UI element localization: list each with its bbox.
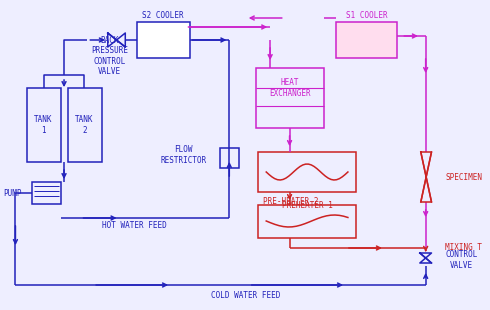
Text: PUMP: PUMP bbox=[3, 188, 21, 197]
Bar bbox=[27, 88, 61, 162]
Bar bbox=[258, 205, 356, 238]
Text: S1 COOLER: S1 COOLER bbox=[345, 11, 387, 20]
Text: TANK
1: TANK 1 bbox=[34, 115, 53, 135]
Text: FLOW
RESTRICTOR: FLOW RESTRICTOR bbox=[161, 145, 207, 165]
Bar bbox=[32, 182, 61, 204]
Bar bbox=[258, 152, 356, 192]
Text: TANK
2: TANK 2 bbox=[75, 115, 94, 135]
Text: CONTROL
VALVE: CONTROL VALVE bbox=[445, 250, 477, 270]
Text: MIXING T: MIXING T bbox=[445, 243, 482, 253]
Text: COLD WATER FEED: COLD WATER FEED bbox=[211, 291, 280, 300]
Text: BACK
PRESSURE
CONTROL
VALVE: BACK PRESSURE CONTROL VALVE bbox=[91, 36, 128, 76]
Text: HOT WATER FEED: HOT WATER FEED bbox=[101, 222, 167, 231]
Text: SPECIMEN: SPECIMEN bbox=[445, 172, 482, 181]
Text: S2 COOLER: S2 COOLER bbox=[143, 11, 184, 20]
Bar bbox=[137, 22, 191, 58]
Bar bbox=[256, 68, 323, 128]
Bar bbox=[68, 88, 102, 162]
Text: PREHEATER 1: PREHEATER 1 bbox=[282, 202, 333, 210]
Text: HEAT
EXCHANGER: HEAT EXCHANGER bbox=[269, 78, 310, 98]
Bar bbox=[220, 148, 239, 168]
Text: PRE-HEATER 2: PRE-HEATER 2 bbox=[263, 197, 319, 206]
Bar bbox=[336, 22, 396, 58]
